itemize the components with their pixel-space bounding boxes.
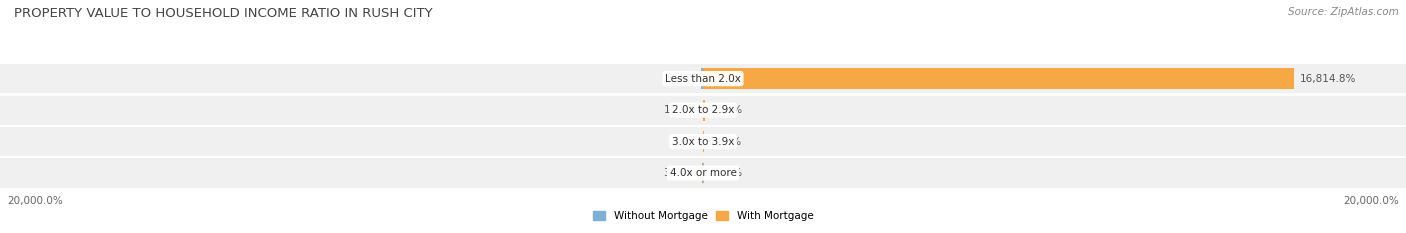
Bar (703, 100, 704, 121)
Text: 45.8%: 45.8% (664, 74, 696, 84)
Text: Less than 2.0x: Less than 2.0x (665, 74, 741, 84)
Text: 11.9%: 11.9% (664, 105, 697, 115)
Bar (703, 68, 1294, 89)
Text: 2.0x to 2.9x: 2.0x to 2.9x (672, 105, 734, 115)
Text: 20,000.0%: 20,000.0% (7, 196, 63, 206)
Text: 28.5%: 28.5% (709, 168, 742, 178)
Text: 20,000.0%: 20,000.0% (1343, 196, 1399, 206)
Text: 36.4%: 36.4% (664, 168, 696, 178)
Text: 16,814.8%: 16,814.8% (1299, 74, 1355, 84)
Text: 5.9%: 5.9% (671, 137, 697, 147)
Text: 3.0x to 3.9x: 3.0x to 3.9x (672, 137, 734, 147)
Legend: Without Mortgage, With Mortgage: Without Mortgage, With Mortgage (589, 207, 817, 226)
Text: 19.6%: 19.6% (709, 137, 742, 147)
Text: PROPERTY VALUE TO HOUSEHOLD INCOME RATIO IN RUSH CITY: PROPERTY VALUE TO HOUSEHOLD INCOME RATIO… (14, 7, 433, 20)
Bar (702, 68, 703, 89)
Text: 43.3%: 43.3% (710, 105, 742, 115)
Text: Source: ZipAtlas.com: Source: ZipAtlas.com (1288, 7, 1399, 17)
Text: 4.0x or more: 4.0x or more (669, 168, 737, 178)
